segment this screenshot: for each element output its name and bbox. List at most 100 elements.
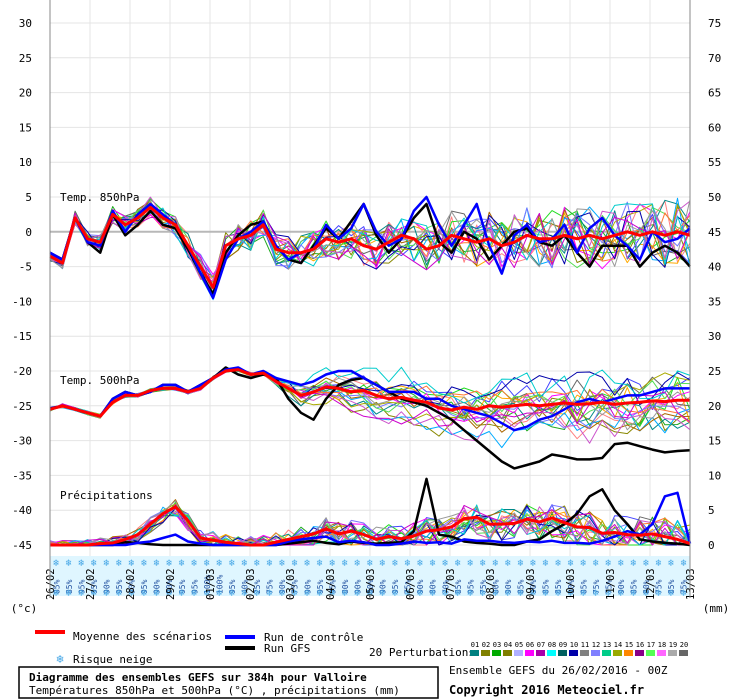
panel-label: Précipitations [60,489,153,502]
panel-label: Temp. 850hPa [60,191,139,204]
snow-risk-value: 85% [554,579,563,594]
snowflake-icon: ❄ [580,558,587,569]
snowflake-icon: ❄ [329,558,336,569]
footer-subtitle: Températures 850hPa et 500hPa (°C) , pré… [29,684,400,697]
y-left-tick: -10 [12,295,32,308]
panel-label: Temp. 500hPa [60,374,139,387]
snow-risk-value: 75% [291,579,300,594]
snow-risk-value: 80% [366,579,375,594]
y-left-tick: -5 [19,261,32,274]
snowflake-icon: ❄ [480,588,487,599]
snow-risk-value: 100% [203,575,212,594]
snow-risk-value: 90% [529,579,538,594]
perturbation-number: 06 [526,641,534,649]
legend-snow-label: Risque neige [73,653,152,666]
perturbation-swatch [602,650,611,656]
y-left-tick: -25 [12,400,32,413]
snow-risk-value: 95% [391,579,400,594]
y-right-tick: 70 [708,52,721,65]
y-right-tick: 55 [708,156,721,169]
perturbation-number: 20 [680,641,688,649]
snowflake-icon: ❄ [392,558,399,569]
y-right-tick: 20 [708,400,721,413]
perturbation-swatch [668,650,677,656]
x-date-tick: 10/03 [565,568,577,600]
snow-risk-value: 90% [617,579,626,594]
x-date-tick: 29/02 [165,568,177,600]
x-date-tick: 03/03 [285,568,297,600]
perturbation-number: 19 [669,641,677,649]
y-right-tick: 0 [708,539,715,552]
snow-risk-value: 95% [228,579,237,594]
snowflake-icon: ❄ [417,558,424,569]
perturbation-number: 12 [592,641,600,649]
snowflake-icon: ❄ [129,558,136,569]
snowflake-icon: ❄ [191,558,198,569]
snowflake-icon: ❄ [141,558,148,569]
y-left-tick: 0 [25,226,32,239]
snowflake-icon: ❄ [380,588,387,599]
grid [49,0,691,598]
snowflake-icon: ❄ [442,588,449,599]
snowflake-icon: ❄ [241,588,248,599]
snowflake-icon: ❄ [304,558,311,569]
snowflake-icon: ❄ [455,558,462,569]
snow-risk-value: 80% [341,579,350,594]
snowflake-icon: ❄ [91,588,98,599]
mean-t850-line [49,205,691,289]
snow-risk-value: 90% [379,579,388,594]
snow-risk-value: 90% [278,579,287,594]
perturbation-swatch [481,650,490,656]
snowflake-icon: ❄ [467,588,474,599]
perturbation-number: 17 [647,641,655,649]
perturbation-swatch [536,650,545,656]
snow-risk-value: 90% [416,579,425,594]
snowflake-icon: ❄ [204,588,211,599]
snow-risk-value: 75% [479,579,488,594]
y-left-tick: -15 [12,330,32,343]
snowflake-icon: ❄ [668,588,675,599]
y-right-tick: 65 [708,87,721,100]
snow-risk-value: 90% [504,579,513,594]
mean-precip-line [50,505,691,547]
snowflake-icon: ❄ [292,588,299,599]
snow-risk-value: 25% [253,579,262,594]
snowflake-icon: ❄ [442,558,449,569]
snowflake-icon: ❄ [254,588,261,599]
snow-risk-value: 95% [190,579,199,594]
perturbation-number: 09 [559,641,567,649]
snowflake-icon: ❄ [279,558,286,569]
perturbation-number: 18 [658,641,666,649]
y-right-tick: 75 [708,17,721,30]
snowflake-icon: ❄ [317,558,324,569]
snowflake-icon: ❄ [342,588,349,599]
snow-risk-value: 75% [680,579,689,594]
snowflake-icon: ❄ [580,588,587,599]
snowflake-icon: ❄ [229,558,236,569]
y-right-tick: 50 [708,191,721,204]
x-date-tick: 02/03 [245,568,257,600]
snowflake-icon: ❄ [66,588,73,599]
snowflake-icon: ❄ [267,558,274,569]
perturbation-number: 01 [471,641,479,649]
y-left-tick: -40 [12,504,32,517]
snowflake-icon: ❄ [342,558,349,569]
snowflake-icon: ❄ [66,558,73,569]
snow-risk-value: 80% [642,579,651,594]
snow-risk-value: 90% [153,579,162,594]
perturbation-swatch [503,650,512,656]
snow-risk-value: 75% [604,579,613,594]
y-left-tick: 5 [25,191,32,204]
snowflake-icon: ❄ [78,558,85,569]
snowflake-icon: ❄ [618,588,625,599]
y-left-tick: 30 [19,17,32,30]
snow-risk-value: 85% [542,579,551,594]
snow-risk-value: 85% [579,579,588,594]
snowflake-icon: ❄ [467,558,474,569]
legend-control-label: Run de contrôle [264,631,363,644]
snowflake-icon: ❄ [568,558,575,569]
perturbation-swatch [492,650,501,656]
perturbation-swatch [547,650,556,656]
snowflake-icon: ❄ [505,588,512,599]
